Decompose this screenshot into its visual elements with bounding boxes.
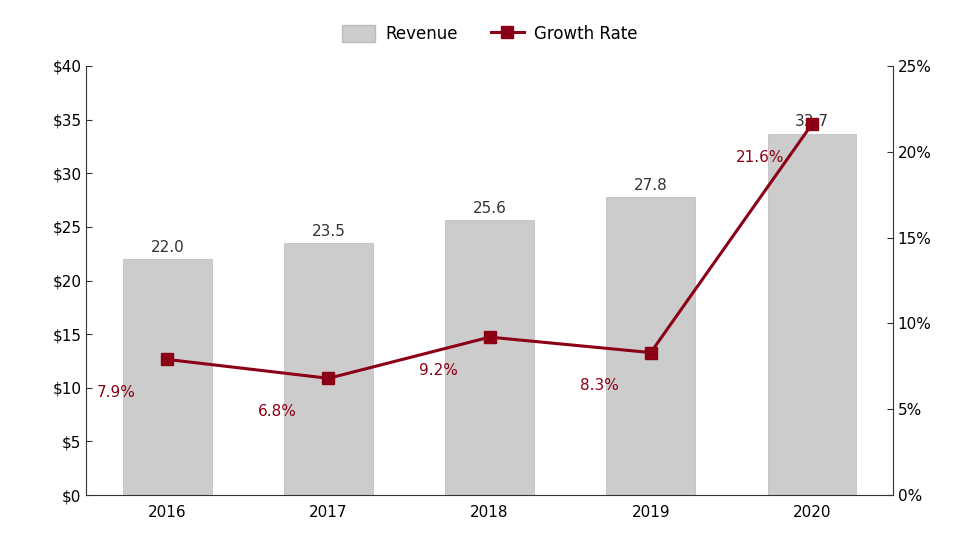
Bar — [284, 243, 372, 495]
Text: 23.5: 23.5 — [312, 224, 346, 239]
Text: 6.8%: 6.8% — [257, 404, 297, 419]
Bar — [768, 134, 856, 495]
Text: 33.7: 33.7 — [795, 114, 828, 129]
Text: 21.6%: 21.6% — [736, 150, 784, 165]
Bar — [445, 221, 534, 495]
Legend: Revenue, Growth Rate: Revenue, Growth Rate — [335, 19, 644, 50]
Bar — [607, 197, 695, 495]
Bar — [123, 259, 211, 495]
Text: 27.8: 27.8 — [634, 178, 667, 192]
Text: 8.3%: 8.3% — [580, 378, 618, 393]
Text: 25.6: 25.6 — [472, 201, 507, 216]
Text: 22.0: 22.0 — [151, 240, 184, 255]
Text: 9.2%: 9.2% — [419, 363, 458, 378]
Text: 7.9%: 7.9% — [96, 385, 135, 400]
